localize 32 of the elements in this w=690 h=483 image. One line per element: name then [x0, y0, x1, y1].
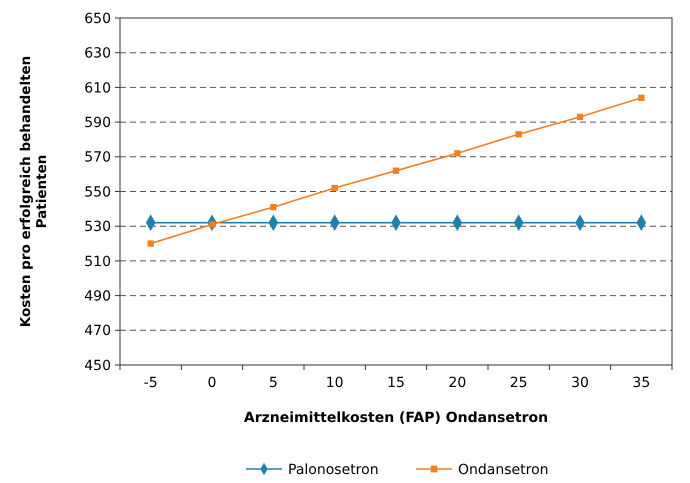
point [638, 94, 644, 101]
y-tick-label: 450 [84, 358, 111, 374]
y-tick-label: 550 [84, 184, 111, 200]
y-axis-title: Kosten pro erfolgreich behandelten Patienten [18, 56, 50, 328]
y-tick-label: 590 [84, 115, 111, 131]
point [454, 150, 460, 156]
x-axis-title: Arzneimittelkosten (FAP) Ondansetron [244, 410, 548, 426]
x-tick-label: 25 [510, 375, 528, 391]
x-tick-label: 5 [268, 375, 278, 391]
x-tick-label: 15 [387, 375, 405, 391]
y-tick-label: 510 [84, 254, 111, 270]
y-tick-label: 490 [84, 288, 111, 304]
x-tick-label: 0 [208, 375, 216, 391]
x-tick-label: 35 [632, 375, 650, 391]
point [332, 184, 338, 192]
y-tick-label: 570 [84, 150, 111, 166]
x-tick-label: 10 [326, 375, 344, 391]
point [516, 131, 522, 138]
y-tick-label: 630 [84, 46, 111, 62]
y-tick-label: 610 [84, 80, 111, 96]
y-tick-label: 530 [84, 219, 111, 236]
point [392, 168, 400, 174]
legend-label: Palonosetron [288, 462, 379, 478]
point [148, 240, 154, 247]
point [270, 204, 276, 210]
y-tick-label: 470 [84, 323, 111, 340]
point [576, 114, 584, 120]
legend-label: Ondansetron [458, 462, 549, 478]
x-tick-label: 30 [571, 375, 589, 391]
x-tick-label: -5 [144, 375, 158, 391]
x-tick-label: 20 [448, 375, 466, 391]
y-tick-label: 650 [84, 10, 111, 27]
